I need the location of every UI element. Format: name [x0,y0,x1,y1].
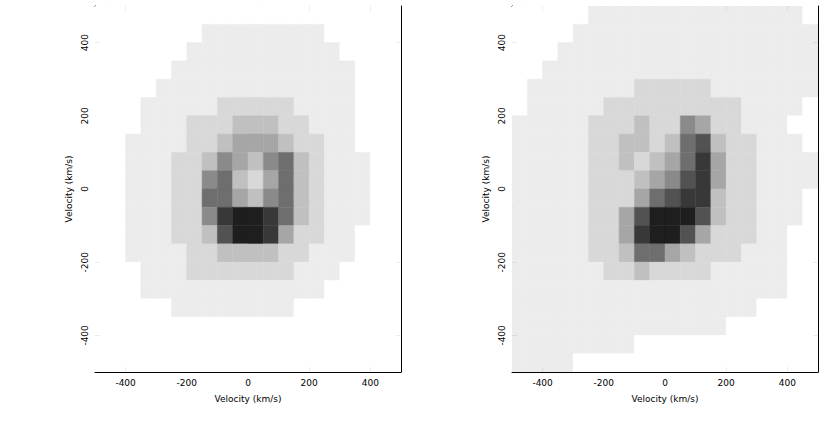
svg-text:-200: -200 [594,378,615,388]
svg-text:-400: -400 [115,378,136,388]
svg-text:200: 200 [718,378,735,388]
svg-text:Velocity (km/s): Velocity (km/s) [481,156,491,223]
svg-text:0: 0 [497,186,507,192]
svg-text:200: 200 [80,107,90,124]
svg-text:200: 200 [301,378,318,388]
svg-text:200: 200 [497,107,507,124]
svg-text:400: 400 [80,34,90,51]
svg-text:0: 0 [80,186,90,192]
svg-text:-400: -400 [497,325,507,346]
svg-text:0: 0 [245,378,251,388]
svg-text:-200: -200 [497,252,507,273]
svg-text:Velocity (km/s): Velocity (km/s) [632,394,699,404]
svg-text:400: 400 [497,34,507,51]
svg-text:Velocity (km/s): Velocity (km/s) [215,394,282,404]
svg-text:0: 0 [662,378,668,388]
svg-text:-400: -400 [532,378,553,388]
svg-text:-200: -200 [177,378,198,388]
svg-text:400: 400 [362,378,379,388]
svg-text:-200: -200 [80,252,90,273]
svg-text:Velocity (km/s): Velocity (km/s) [64,156,74,223]
svg-text:400: 400 [779,378,796,388]
svg-text:-400: -400 [80,325,90,346]
